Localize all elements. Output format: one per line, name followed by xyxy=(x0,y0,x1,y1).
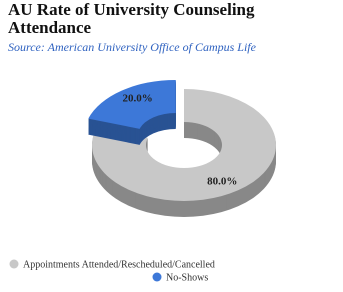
data-label: 20.0% xyxy=(122,93,152,105)
legend-label: No-Shows xyxy=(166,272,208,283)
slice-top xyxy=(88,79,176,129)
chart-subtitle: Source: American University Office of Ca… xyxy=(8,40,257,54)
legend-label: Appointments Attended/Rescheduled/Cancel… xyxy=(23,259,215,270)
data-label: 80.0% xyxy=(207,175,237,187)
slice xyxy=(88,79,176,145)
slice-top xyxy=(91,89,276,201)
legend-marker xyxy=(9,259,19,269)
chart-title: AU Rate of University Counseling Attendan… xyxy=(8,0,255,37)
slice xyxy=(91,89,276,217)
legend-marker xyxy=(152,272,162,282)
